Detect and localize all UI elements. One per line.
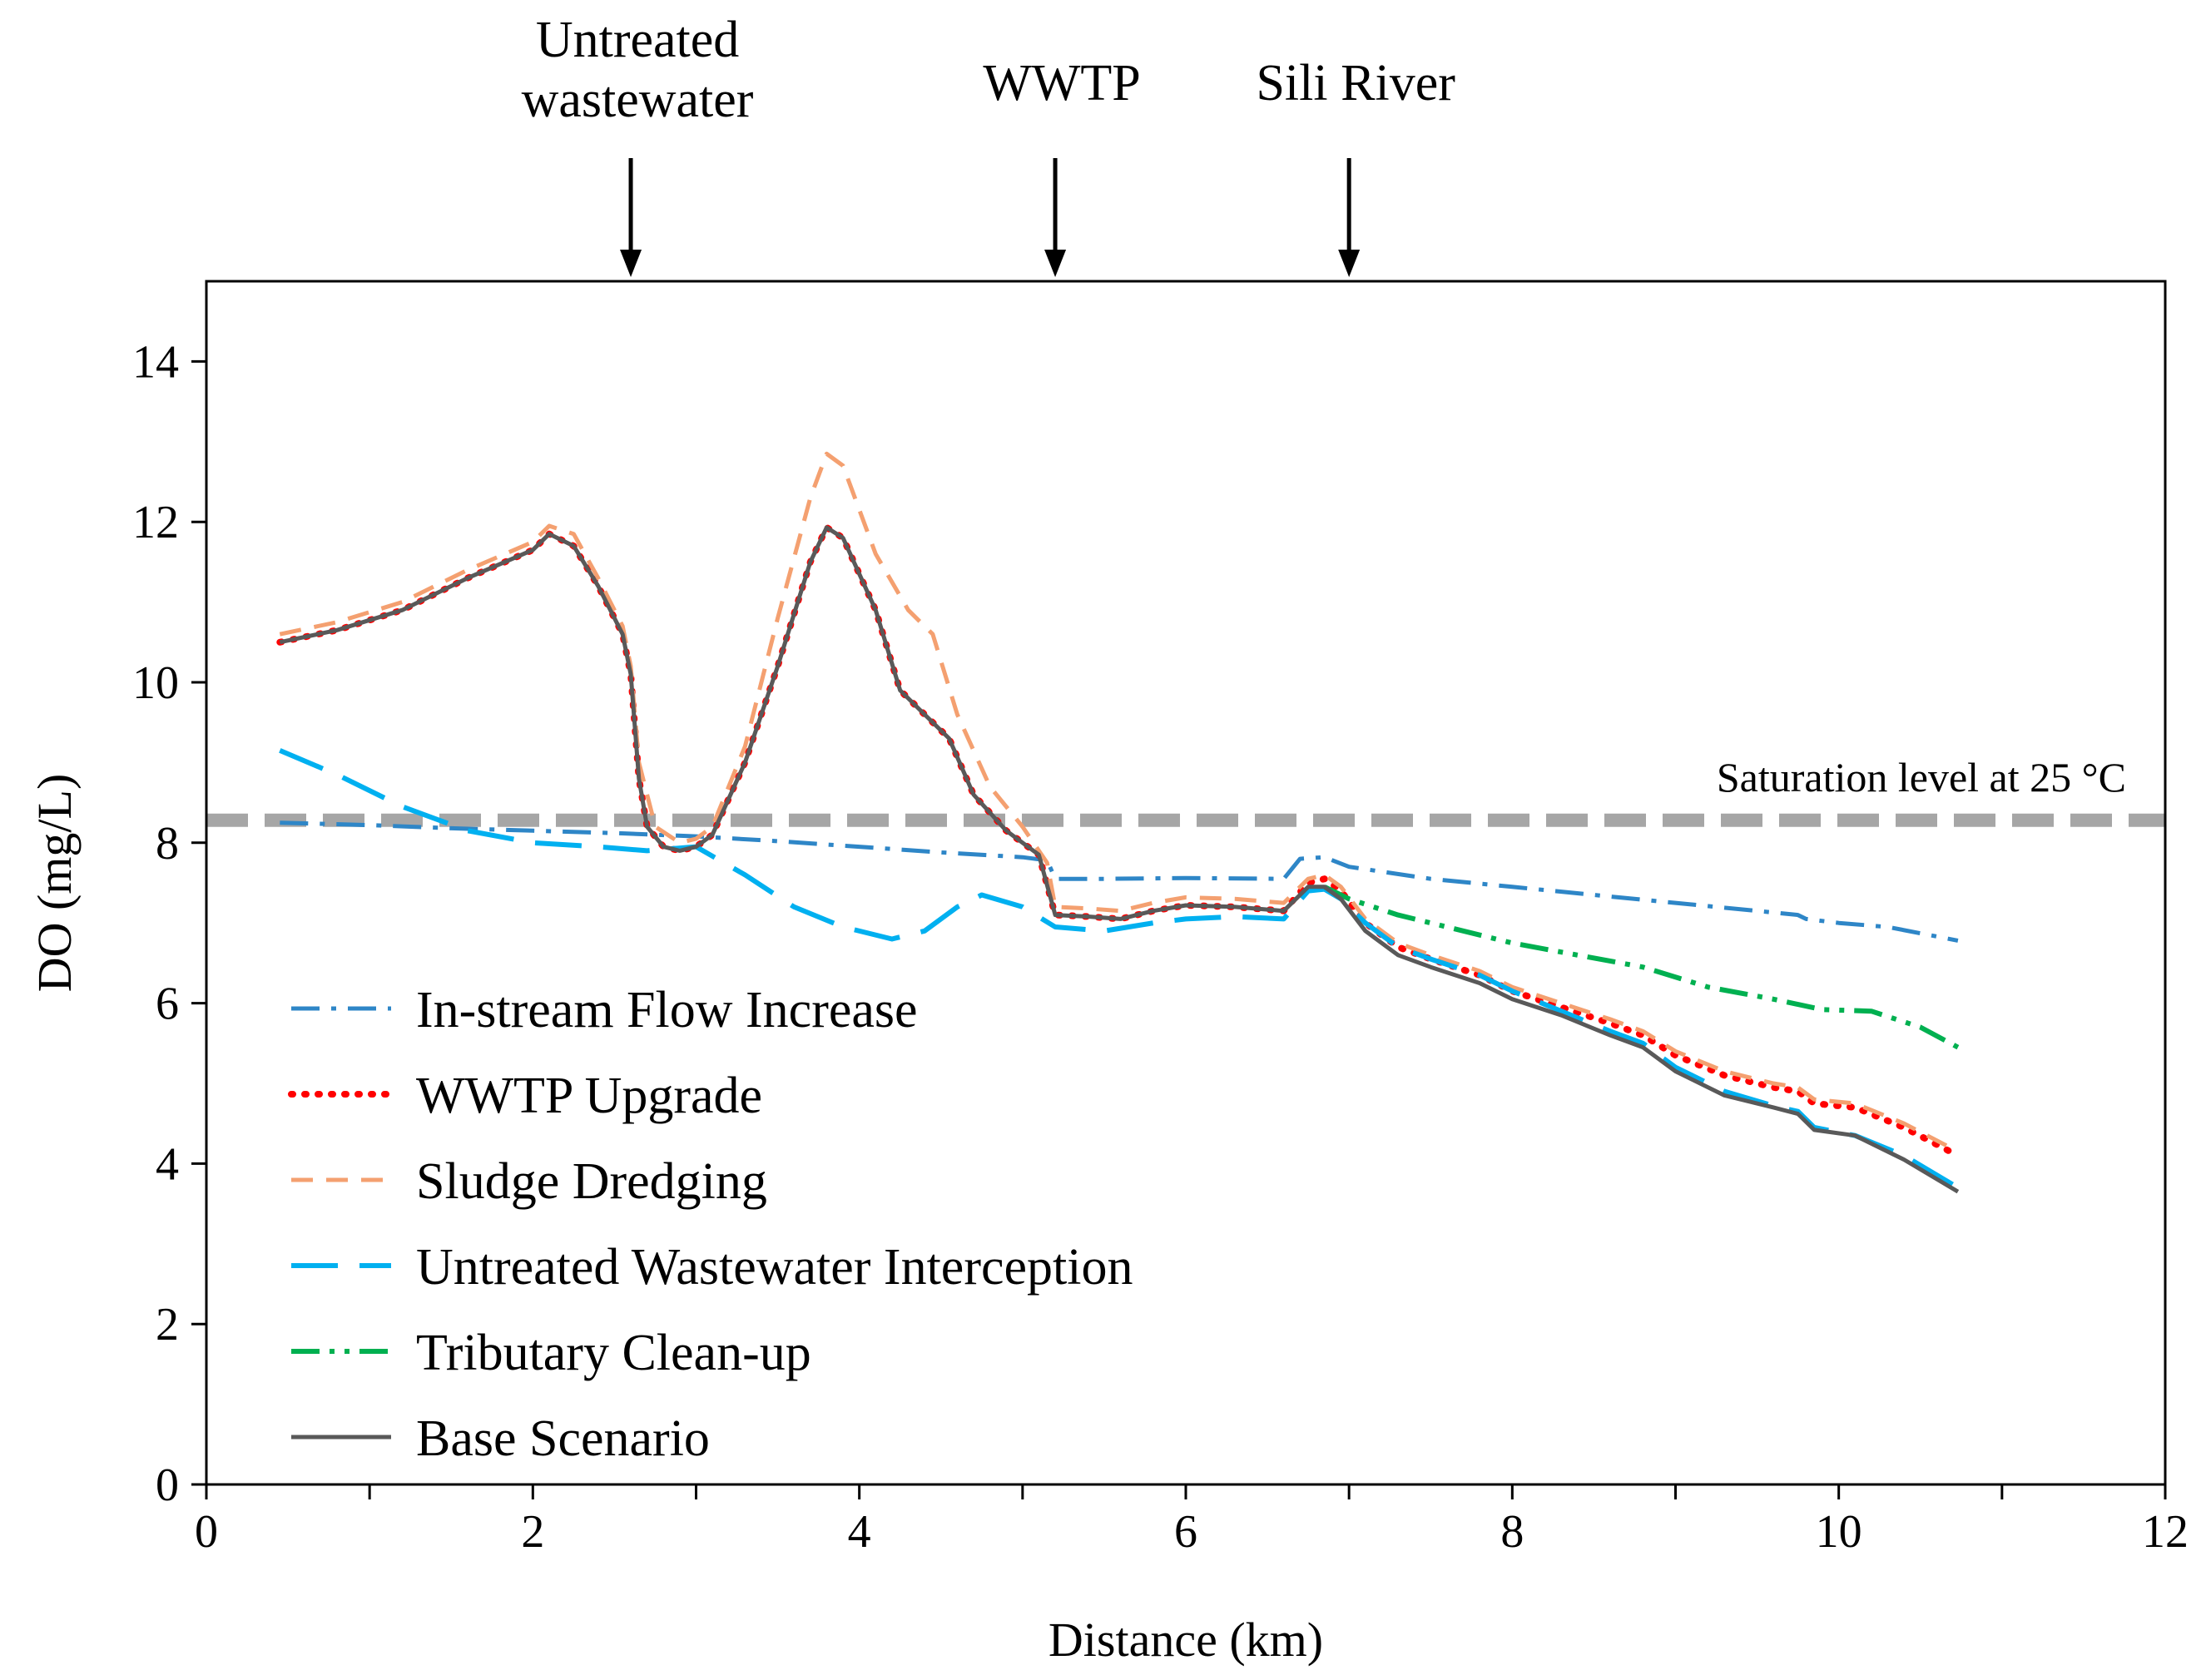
x-axis-label: Distance (km)	[1048, 1613, 1323, 1667]
x-tick-label: 2	[521, 1506, 544, 1558]
y-axis-label: DO (mg/L)	[27, 774, 82, 993]
y-tick-label: 14	[132, 336, 179, 388]
annotation-arrow-head	[620, 250, 642, 277]
x-tick-label: 10	[1816, 1506, 1862, 1558]
legend-label: Base Scenario	[416, 1410, 710, 1467]
x-tick-label: 12	[2142, 1506, 2189, 1558]
series-line-untreated-wastewater-interception	[279, 748, 1960, 1190]
legend-label: Tributary Clean-up	[416, 1325, 811, 1381]
legend-label: Untreated Wastewater Interception	[416, 1239, 1133, 1296]
y-tick-label: 0	[156, 1459, 179, 1511]
annotation-label: wastewater	[522, 72, 754, 128]
series-line-in-stream-flow-increase	[280, 820, 1959, 943]
y-tick-label: 2	[156, 1299, 179, 1350]
series-line-tributary-clean-up	[1323, 885, 1960, 1050]
plot-area	[206, 281, 2165, 1484]
series-layer	[276, 451, 1961, 1194]
x-tick-label: 4	[848, 1506, 871, 1558]
legend: In-stream Flow Increase WWTP Upgrade Sludg…	[288, 982, 1133, 1467]
saturation-layer: Saturation level at 25 °C	[206, 754, 2165, 827]
x-tick-label: 0	[195, 1506, 218, 1558]
saturation-label: Saturation level at 25 °C	[1717, 754, 2126, 800]
annotation-label: WWTP	[983, 55, 1140, 112]
annotation-arrow-head	[1044, 250, 1067, 277]
annotation-arrow-head	[1338, 250, 1361, 277]
annotation-label: Sili River	[1256, 55, 1455, 112]
x-tick-label: 8	[1500, 1506, 1524, 1558]
y-tick-label: 12	[132, 497, 179, 548]
legend-label: In-stream Flow Increase	[416, 982, 918, 1038]
y-tick-label: 4	[156, 1138, 179, 1190]
y-tick-label: 6	[156, 979, 179, 1030]
y-tick-label: 10	[132, 657, 179, 709]
series-line-sludge-dredging	[279, 451, 1960, 1154]
legend-label: Sludge Dredging	[416, 1153, 767, 1210]
legend-label: WWTP Upgrade	[416, 1068, 762, 1124]
tick-layer: 0 2 4 6 8 10 12 0 2 4 6 8 10 12 14	[132, 336, 2189, 1558]
series-line-base-scenario	[279, 525, 1960, 1194]
annotation-label: Untreated	[536, 12, 739, 68]
x-tick-label: 6	[1174, 1506, 1197, 1558]
y-tick-label: 8	[156, 818, 179, 870]
